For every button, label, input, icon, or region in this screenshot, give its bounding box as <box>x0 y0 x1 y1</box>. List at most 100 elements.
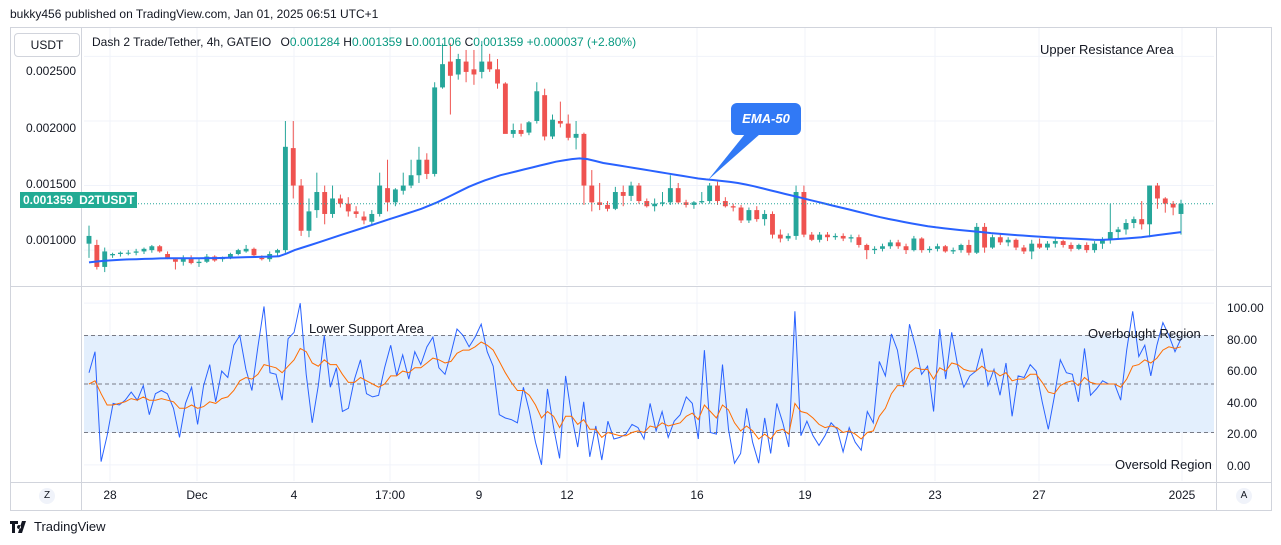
upper-resistance-label[interactable]: Upper Resistance Area <box>1040 42 1174 57</box>
rsi-tick: 100.00 <box>1227 301 1264 315</box>
time-tick: 28 <box>103 488 117 502</box>
lower-support-label[interactable]: Lower Support Area <box>309 321 424 336</box>
time-tick: 9 <box>475 488 483 502</box>
candle-body <box>1131 219 1137 224</box>
candle-body <box>400 185 406 191</box>
candle-body <box>707 185 713 202</box>
candle-body <box>1052 241 1058 244</box>
time-tick: 19 <box>798 488 812 502</box>
candle-body <box>424 159 430 174</box>
tradingview-brand[interactable]: TradingView <box>10 519 106 534</box>
candle-body <box>754 210 760 220</box>
candle-body <box>927 248 933 251</box>
low-value: 0.001106 <box>412 35 462 49</box>
close-label: C <box>464 35 474 49</box>
candle-body <box>86 235 92 244</box>
candle-body <box>966 244 972 253</box>
candle-body <box>495 69 500 84</box>
candle-body <box>227 254 233 258</box>
candle-body <box>510 130 516 134</box>
right-price-scale[interactable] <box>1216 27 1272 511</box>
left-price-scale[interactable] <box>10 27 82 511</box>
zoom-reset-button[interactable]: Z <box>39 488 55 504</box>
candle-body <box>848 237 854 239</box>
currency-button[interactable]: USDT <box>14 33 80 57</box>
candle-body <box>235 250 241 255</box>
candle-body <box>1162 198 1168 204</box>
candle-body <box>188 257 194 264</box>
candle-body <box>1005 239 1011 243</box>
time-tick: 12 <box>560 488 574 502</box>
candle-body <box>636 185 642 202</box>
overbought-label[interactable]: Overbought Region <box>1088 326 1201 341</box>
time-tick: 23 <box>928 488 942 502</box>
time-axis-separator <box>10 482 1272 483</box>
candle-body <box>1037 243 1043 248</box>
candle-body <box>589 185 595 203</box>
candle-body <box>1045 243 1050 248</box>
candle-body <box>777 234 783 239</box>
tradingview-logo-icon <box>10 520 30 533</box>
candle-body <box>565 123 571 138</box>
high-value: 0.001359 <box>351 35 403 49</box>
brand-name: TradingView <box>34 519 106 534</box>
candle-body <box>597 202 603 205</box>
candle-body <box>502 83 508 134</box>
rsi-tick: 40.00 <box>1227 396 1258 410</box>
candle-body <box>110 254 116 256</box>
pane-separator[interactable] <box>10 286 1272 287</box>
candle-body <box>793 192 799 236</box>
candle-body <box>361 216 367 221</box>
candle-body <box>94 244 100 267</box>
candle-body <box>251 248 257 256</box>
candle-body <box>942 246 948 252</box>
candle-body <box>550 119 555 137</box>
oversold-label[interactable]: Oversold Region <box>1115 457 1212 472</box>
candle-body <box>1060 241 1066 245</box>
candle-body <box>282 146 288 251</box>
candle-body <box>612 192 618 209</box>
time-tick: 27 <box>1032 488 1046 502</box>
candle-body <box>353 211 359 214</box>
candle-body <box>157 246 163 252</box>
time-tick: 2025 <box>1168 488 1196 502</box>
candle-body <box>1013 239 1019 248</box>
candle-body <box>117 252 123 255</box>
candle-body <box>950 250 956 252</box>
candle-body <box>306 211 312 231</box>
change-value: +0.000037 (+2.80%) <box>526 35 637 49</box>
candle-body <box>746 210 752 221</box>
candle-body <box>620 192 626 196</box>
candle-body <box>699 201 705 203</box>
ema-callout-pointer <box>708 134 760 180</box>
candle-body <box>455 58 461 75</box>
candle-body <box>518 130 524 134</box>
candle-body <box>895 242 901 247</box>
candle-body <box>1076 244 1082 249</box>
rsi-tick: 60.00 <box>1227 364 1258 378</box>
symbol-legend[interactable]: Dash 2 Trade/Tether, 4h, GATEIO O0.00128… <box>92 35 636 49</box>
candle-body <box>243 248 249 252</box>
open-label: O <box>280 35 290 49</box>
rsi-ma-line <box>88 341 1182 440</box>
candle-body <box>1029 243 1035 252</box>
candle-body <box>809 234 815 240</box>
candle-body <box>196 261 202 264</box>
candle-body <box>1154 185 1160 199</box>
candle-body <box>605 204 610 209</box>
candle-body <box>165 254 170 258</box>
candle-body <box>408 175 414 186</box>
chart-frame <box>10 27 1272 511</box>
candle-body <box>298 185 304 231</box>
auto-scale-button[interactable]: A <box>1236 488 1252 504</box>
candle-body <box>856 237 862 245</box>
candle-body <box>463 61 469 72</box>
candle-body <box>1115 229 1121 233</box>
candle-body <box>722 201 728 207</box>
candle-body <box>377 185 383 214</box>
candle-body <box>432 87 438 174</box>
ema-callout[interactable]: EMA-50 <box>731 103 801 135</box>
high-label: H <box>343 35 352 49</box>
time-tick: 4 <box>290 488 298 502</box>
